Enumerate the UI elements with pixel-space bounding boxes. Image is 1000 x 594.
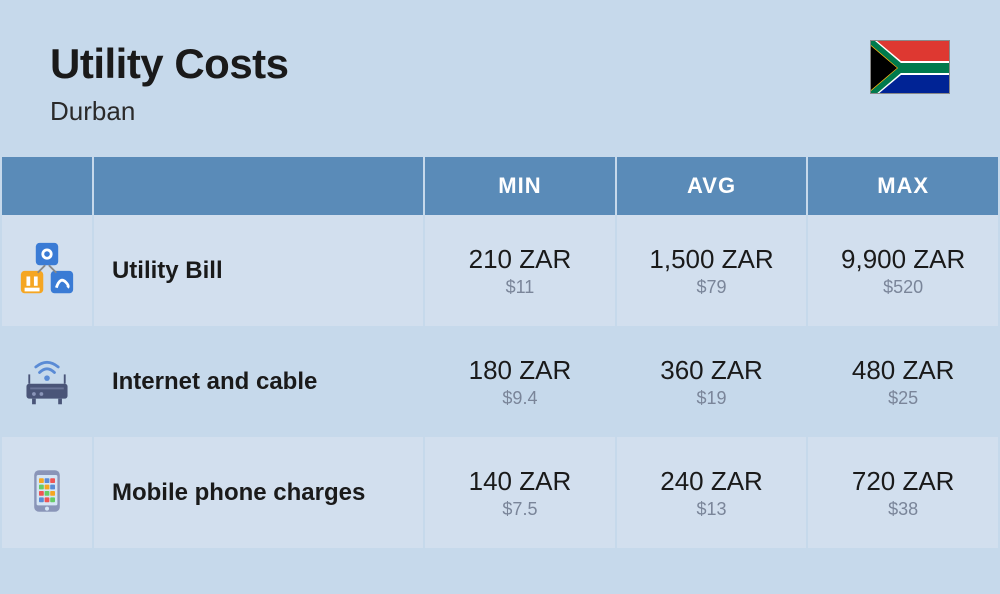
value-primary: 360 ZAR	[629, 355, 795, 386]
value-secondary: $520	[820, 277, 986, 298]
header-blank-label	[94, 157, 423, 215]
value-primary: 180 ZAR	[437, 355, 603, 386]
value-secondary: $9.4	[437, 388, 603, 409]
table-row: Mobile phone charges 140 ZAR $7.5 240 ZA…	[2, 437, 998, 548]
icon-cell	[2, 437, 92, 548]
cell-max: 720 ZAR $38	[808, 437, 998, 548]
icon-cell	[2, 215, 92, 326]
row-label: Utility Bill	[94, 215, 423, 326]
cell-avg: 360 ZAR $19	[617, 326, 807, 437]
value-primary: 9,900 ZAR	[820, 244, 986, 275]
value-secondary: $7.5	[437, 499, 603, 520]
value-primary: 1,500 ZAR	[629, 244, 795, 275]
cell-max: 480 ZAR $25	[808, 326, 998, 437]
header-max: MAX	[808, 157, 998, 215]
value-primary: 480 ZAR	[820, 355, 986, 386]
internet-icon	[17, 350, 77, 410]
cell-min: 180 ZAR $9.4	[425, 326, 615, 437]
cell-max: 9,900 ZAR $520	[808, 215, 998, 326]
cell-avg: 1,500 ZAR $79	[617, 215, 807, 326]
title-block: Utility Costs Durban	[50, 40, 289, 127]
cell-avg: 240 ZAR $13	[617, 437, 807, 548]
value-primary: 140 ZAR	[437, 466, 603, 497]
value-secondary: $11	[437, 277, 603, 298]
mobile-icon	[17, 461, 77, 521]
value-secondary: $19	[629, 388, 795, 409]
value-secondary: $79	[629, 277, 795, 298]
page-subtitle: Durban	[50, 96, 289, 127]
costs-table: MIN AVG MAX	[0, 157, 1000, 548]
value-secondary: $38	[820, 499, 986, 520]
icon-cell	[2, 326, 92, 437]
row-label: Mobile phone charges	[94, 437, 423, 548]
header-min: MIN	[425, 157, 615, 215]
cell-min: 210 ZAR $11	[425, 215, 615, 326]
value-primary: 720 ZAR	[820, 466, 986, 497]
table-header-row: MIN AVG MAX	[2, 157, 998, 215]
south-africa-flag-icon	[870, 40, 950, 94]
utility-icon	[17, 239, 77, 299]
value-primary: 240 ZAR	[629, 466, 795, 497]
value-primary: 210 ZAR	[437, 244, 603, 275]
value-secondary: $13	[629, 499, 795, 520]
table-row: Utility Bill 210 ZAR $11 1,500 ZAR $79 9…	[2, 215, 998, 326]
value-secondary: $25	[820, 388, 986, 409]
cell-min: 140 ZAR $7.5	[425, 437, 615, 548]
header-blank-icon	[2, 157, 92, 215]
page-title: Utility Costs	[50, 40, 289, 88]
header-avg: AVG	[617, 157, 807, 215]
header: Utility Costs Durban	[0, 0, 1000, 157]
row-label: Internet and cable	[94, 326, 423, 437]
table-row: Internet and cable 180 ZAR $9.4 360 ZAR …	[2, 326, 998, 437]
